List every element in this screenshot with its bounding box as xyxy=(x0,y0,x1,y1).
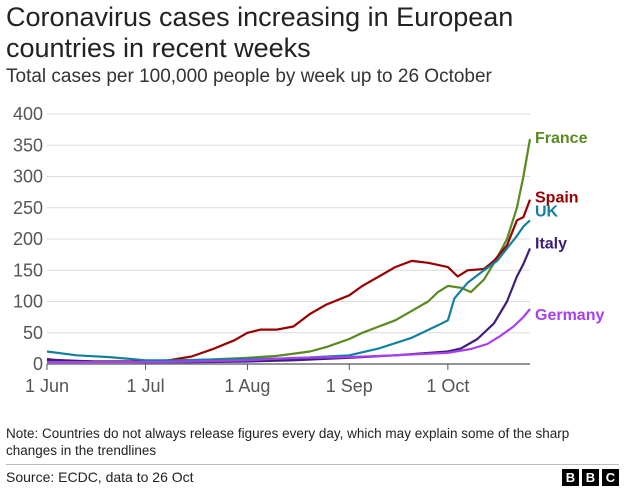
y-tick-label: 400 xyxy=(13,104,43,124)
grid-lines xyxy=(47,113,530,365)
x-tick-label: 1 Sep xyxy=(326,376,373,396)
chart-note: Note: Countries do not always release fi… xyxy=(6,426,570,458)
x-tick-label: 1 Oct xyxy=(426,376,469,396)
x-tick-label: 1 Aug xyxy=(224,376,270,396)
series-line-italy xyxy=(46,247,532,364)
y-axis: 0 50 100 150 200 250 300 350 400 xyxy=(13,104,43,374)
y-tick-label: 50 xyxy=(23,323,43,343)
series-line-germany xyxy=(47,308,531,364)
x-tick-label: 1 Jun xyxy=(25,376,69,396)
logo-letter: C xyxy=(602,469,619,486)
series-label-spain: Spain xyxy=(535,190,579,207)
series-lines xyxy=(46,138,532,364)
series-label-italy: Italy xyxy=(535,235,567,252)
chart-subtitle: Total cases per 100,000 people by week u… xyxy=(6,66,492,87)
y-tick-label: 200 xyxy=(13,229,43,249)
y-tick-label: 350 xyxy=(13,135,43,155)
x-tick-label: 1 Jul xyxy=(127,376,165,396)
line-chart: 1 Jun 1 Jul 1 Aug 1 Sep 1 Oct 0 50 100 150 200 25… xyxy=(13,104,605,396)
y-tick-label: 100 xyxy=(13,292,43,312)
logo-letter: B xyxy=(582,469,599,486)
chart-source: Source: ECDC, data to 26 Oct xyxy=(6,469,194,485)
series-line-uk xyxy=(46,219,531,362)
y-tick-label: 150 xyxy=(13,260,43,280)
series-label-france: France xyxy=(535,130,588,147)
y-tick-label: 300 xyxy=(13,167,43,187)
chart-title: Coronavirus cases increasing in European… xyxy=(6,2,514,63)
series-label-germany: Germany xyxy=(535,307,604,324)
series-label-uk: UK xyxy=(535,203,559,220)
y-tick-label: 250 xyxy=(13,198,43,218)
footer-divider xyxy=(6,464,619,465)
series-line-spain xyxy=(46,199,532,363)
bbc-logo: B B C xyxy=(562,469,619,486)
logo-letter: B xyxy=(562,469,579,486)
x-axis: 1 Jun 1 Jul 1 Aug 1 Sep 1 Oct xyxy=(25,364,469,396)
y-tick-label: 0 xyxy=(33,354,43,374)
